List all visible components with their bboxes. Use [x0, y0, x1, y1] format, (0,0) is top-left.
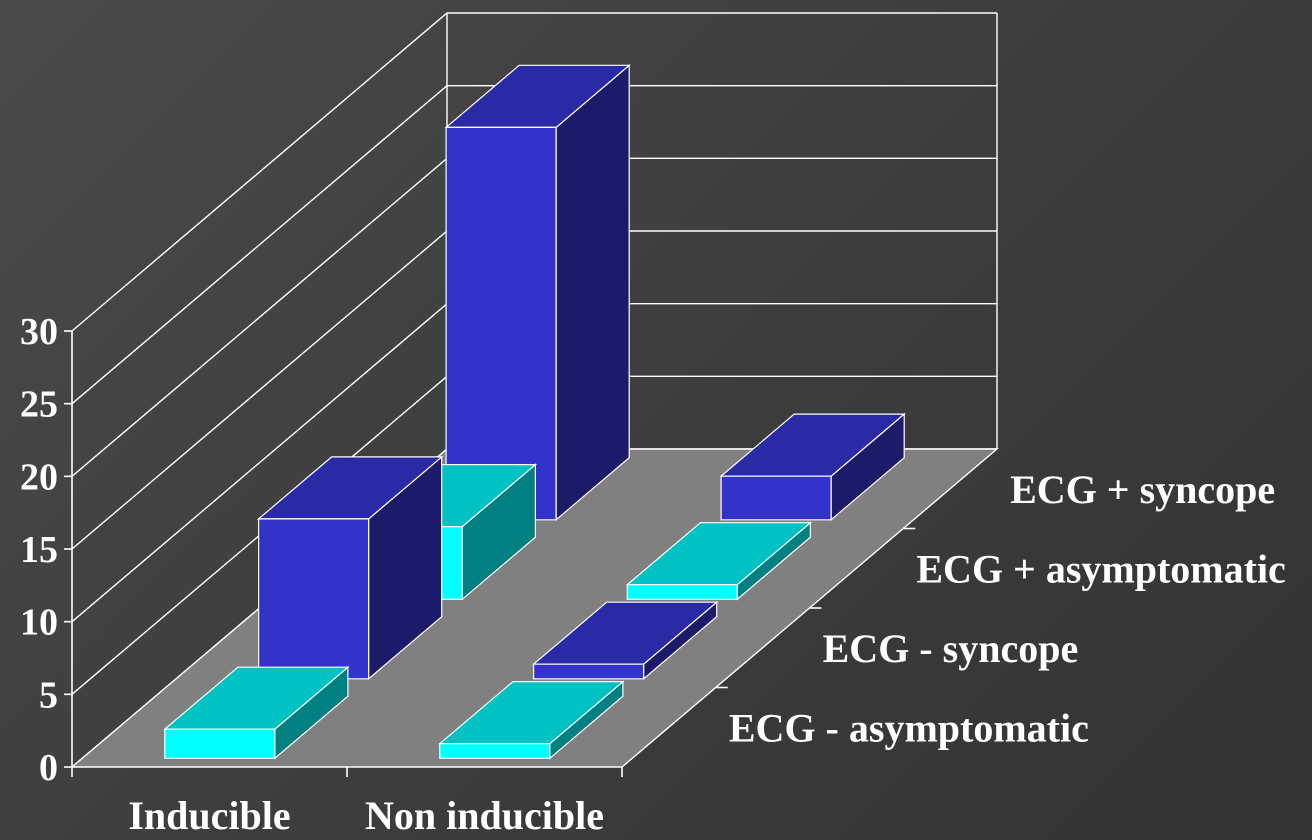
y-tick-label: 30: [20, 311, 58, 353]
bar-front: [164, 728, 276, 759]
bar-side: [555, 64, 630, 522]
bar-2-2: [531, 600, 719, 681]
chart-labels: 0 5 10 15 20 25 30 Inducible Non inducible ECG - …: [20, 311, 1286, 838]
bar-1-2: [438, 680, 625, 760]
category-label: Inducible: [128, 793, 290, 838]
series-label: ECG + syncope: [1010, 467, 1275, 512]
chart-axes: [64, 330, 916, 777]
bar-front: [626, 584, 738, 600]
bar-front: [532, 663, 645, 680]
bar-3-2: [625, 521, 813, 601]
bar-front: [439, 743, 551, 759]
series-label: ECG - syncope: [823, 626, 1079, 671]
category-label: Non inducible: [365, 793, 604, 838]
bars: [163, 64, 906, 760]
bar-front: [258, 518, 370, 680]
y-tick-label: 5: [39, 674, 58, 716]
bar-4-2: [719, 412, 906, 522]
bar-front: [720, 475, 832, 521]
y-tick-label: 0: [39, 747, 58, 789]
bar-2-1: [256, 455, 444, 681]
y-tick-label: 10: [20, 602, 58, 644]
bar-front: [445, 126, 557, 521]
bar-1-1: [163, 665, 350, 760]
series-label: ECG + asymptomatic: [916, 546, 1285, 591]
y-tick-label: 20: [20, 456, 58, 498]
y-tick-label: 15: [20, 529, 58, 571]
y-tick-label: 25: [20, 384, 58, 426]
bar-4-1: [444, 64, 631, 522]
series-label: ECG - asymptomatic: [729, 705, 1089, 750]
